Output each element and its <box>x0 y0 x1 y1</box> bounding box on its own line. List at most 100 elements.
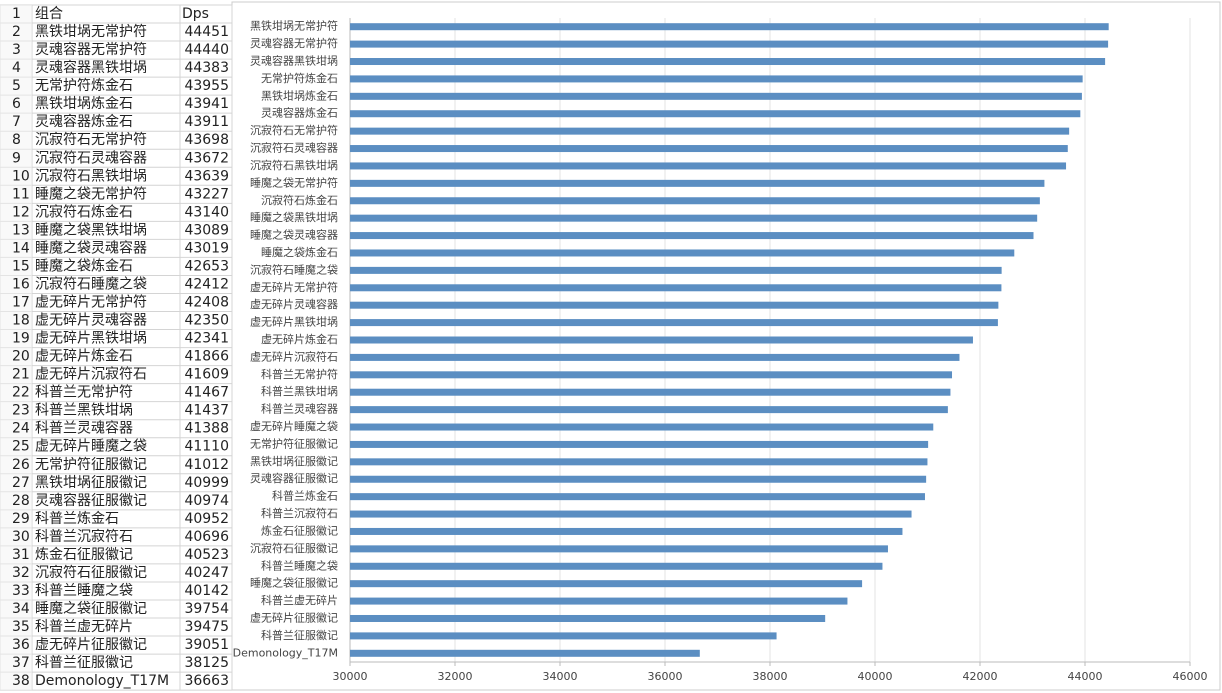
bar <box>350 319 998 327</box>
dps-cell: 36663 <box>184 673 229 689</box>
dps-cell: 39051 <box>184 637 229 653</box>
y-tick-label: 虚无碎片无常护符 <box>250 280 338 294</box>
name-cell: 睡魔之袋黑铁坩埚 <box>35 222 147 238</box>
name-cell: 炼金石征服徽记 <box>35 547 133 563</box>
row-number: 36 <box>12 637 30 653</box>
row-number: 20 <box>12 349 30 365</box>
y-tick-label: 灵魂容器无常护符 <box>250 36 338 50</box>
name-cell: 黑铁坩埚无常护符 <box>35 24 147 40</box>
row-number: 23 <box>12 403 30 419</box>
x-tick-label: 32000 <box>438 670 473 683</box>
name-cell: 灵魂容器黑铁坩埚 <box>35 59 147 76</box>
bar <box>350 614 826 622</box>
name-cell: 沉寂符石炼金石 <box>35 204 133 220</box>
bar <box>350 92 1082 100</box>
row-number: 38 <box>12 673 30 689</box>
dps-cell: 41866 <box>184 349 229 365</box>
bar <box>350 527 903 535</box>
row-header-bg <box>0 5 32 691</box>
x-tick-label: 44000 <box>1068 670 1103 683</box>
name-cell: 虚无碎片征服徽记 <box>35 637 147 653</box>
dps-cell: 42653 <box>184 258 229 274</box>
name-cell: 无常护符征服徽记 <box>35 457 147 473</box>
name-cell: 科普兰灵魂容器 <box>35 420 133 437</box>
bar <box>350 632 777 640</box>
bar <box>350 545 888 553</box>
bar <box>350 249 1015 257</box>
row-number: 17 <box>12 294 30 310</box>
y-tick-label: 沉寂符石灵魂容器 <box>250 141 338 155</box>
dps-cell: 41388 <box>184 421 229 437</box>
x-tick-label: 46000 <box>1173 670 1208 683</box>
row-number: 26 <box>12 457 30 473</box>
dps-cell: 43019 <box>184 240 229 256</box>
dps-cell: 40696 <box>184 529 229 545</box>
y-tick-label: 虚无碎片睡魔之袋 <box>250 419 338 433</box>
name-cell: 睡魔之袋无常护符 <box>35 186 147 202</box>
y-tick-label: 虚无碎片沉寂符石 <box>250 349 338 363</box>
bar <box>350 423 934 431</box>
row-number: 1 <box>12 6 21 22</box>
dps-cell: 38125 <box>184 655 229 671</box>
y-tick-label: 沉寂符石炼金石 <box>261 193 338 207</box>
row-number: 10 <box>12 168 30 184</box>
name-cell: 科普兰炼金石 <box>35 511 119 527</box>
dps-cell: 43955 <box>184 78 229 94</box>
bar <box>350 406 948 414</box>
dps-cell: 41110 <box>184 439 229 455</box>
row-number: 19 <box>12 331 30 347</box>
row-number: 14 <box>12 240 30 256</box>
y-tick-label: 虚无碎片黑铁坩埚 <box>250 315 338 329</box>
name-cell: 虚无碎片无常护符 <box>35 294 147 310</box>
y-tick-label: 科普兰无常护符 <box>261 367 338 381</box>
row-number: 25 <box>12 439 30 455</box>
name-cell: 灵魂容器炼金石 <box>35 113 133 130</box>
row-number: 30 <box>12 529 30 545</box>
bar <box>350 40 1109 48</box>
bar <box>350 440 929 448</box>
y-tick-label: 科普兰黑铁坩埚 <box>261 384 338 398</box>
row-number: 3 <box>12 42 21 58</box>
row-number: 16 <box>12 276 30 292</box>
row-number: 29 <box>12 511 30 527</box>
y-tick-label: 虚无碎片征服徽记 <box>250 610 338 624</box>
dps-cell: 41012 <box>184 457 229 473</box>
bar <box>350 232 1034 240</box>
header-cell: 组合 <box>35 6 63 22</box>
y-tick-label: 沉寂符石黑铁坩埚 <box>250 158 338 172</box>
y-tick-label: 科普兰睡魔之袋 <box>261 558 338 572</box>
dps-cell: 43672 <box>184 150 229 166</box>
name-cell: 睡魔之袋征服徽记 <box>35 601 147 617</box>
y-tick-label: 黑铁坩埚征服徽记 <box>250 454 338 468</box>
row-number: 33 <box>12 583 30 599</box>
name-cell: 科普兰沉寂符石 <box>35 529 133 545</box>
dps-cell: 41437 <box>184 403 229 419</box>
bar <box>350 214 1038 222</box>
bar <box>350 266 1002 274</box>
row-number: 22 <box>12 385 30 401</box>
y-tick-label: 科普兰炼金石 <box>272 489 338 503</box>
name-cell: 黑铁坩埚征服徽记 <box>35 475 147 491</box>
dps-cell: 39475 <box>184 619 229 635</box>
y-tick-label: 炼金石征服徽记 <box>261 523 338 537</box>
dps-cell: 42408 <box>184 294 229 310</box>
y-tick-label: Demonology_T17M <box>233 646 338 659</box>
dps-cell: 43089 <box>184 222 229 238</box>
dps-cell: 43941 <box>184 96 229 112</box>
bar <box>350 179 1045 187</box>
dps-cell: 41609 <box>184 367 229 383</box>
row-number: 27 <box>12 475 30 491</box>
y-tick-label: 沉寂符石无常护符 <box>250 123 338 137</box>
row-number: 7 <box>12 114 21 130</box>
y-tick-label: 黑铁坩埚炼金石 <box>261 88 338 102</box>
name-cell: 科普兰虚无碎片 <box>35 619 133 635</box>
bar <box>350 510 912 518</box>
y-tick-label: 无常护符征服徽记 <box>250 436 338 450</box>
row-number: 8 <box>12 132 21 148</box>
row-number: 5 <box>12 78 21 94</box>
dps-cell: 42412 <box>184 276 229 292</box>
row-number: 2 <box>12 24 21 40</box>
x-tick-label: 36000 <box>648 670 683 683</box>
name-cell: 虚无碎片睡魔之袋 <box>35 439 147 455</box>
